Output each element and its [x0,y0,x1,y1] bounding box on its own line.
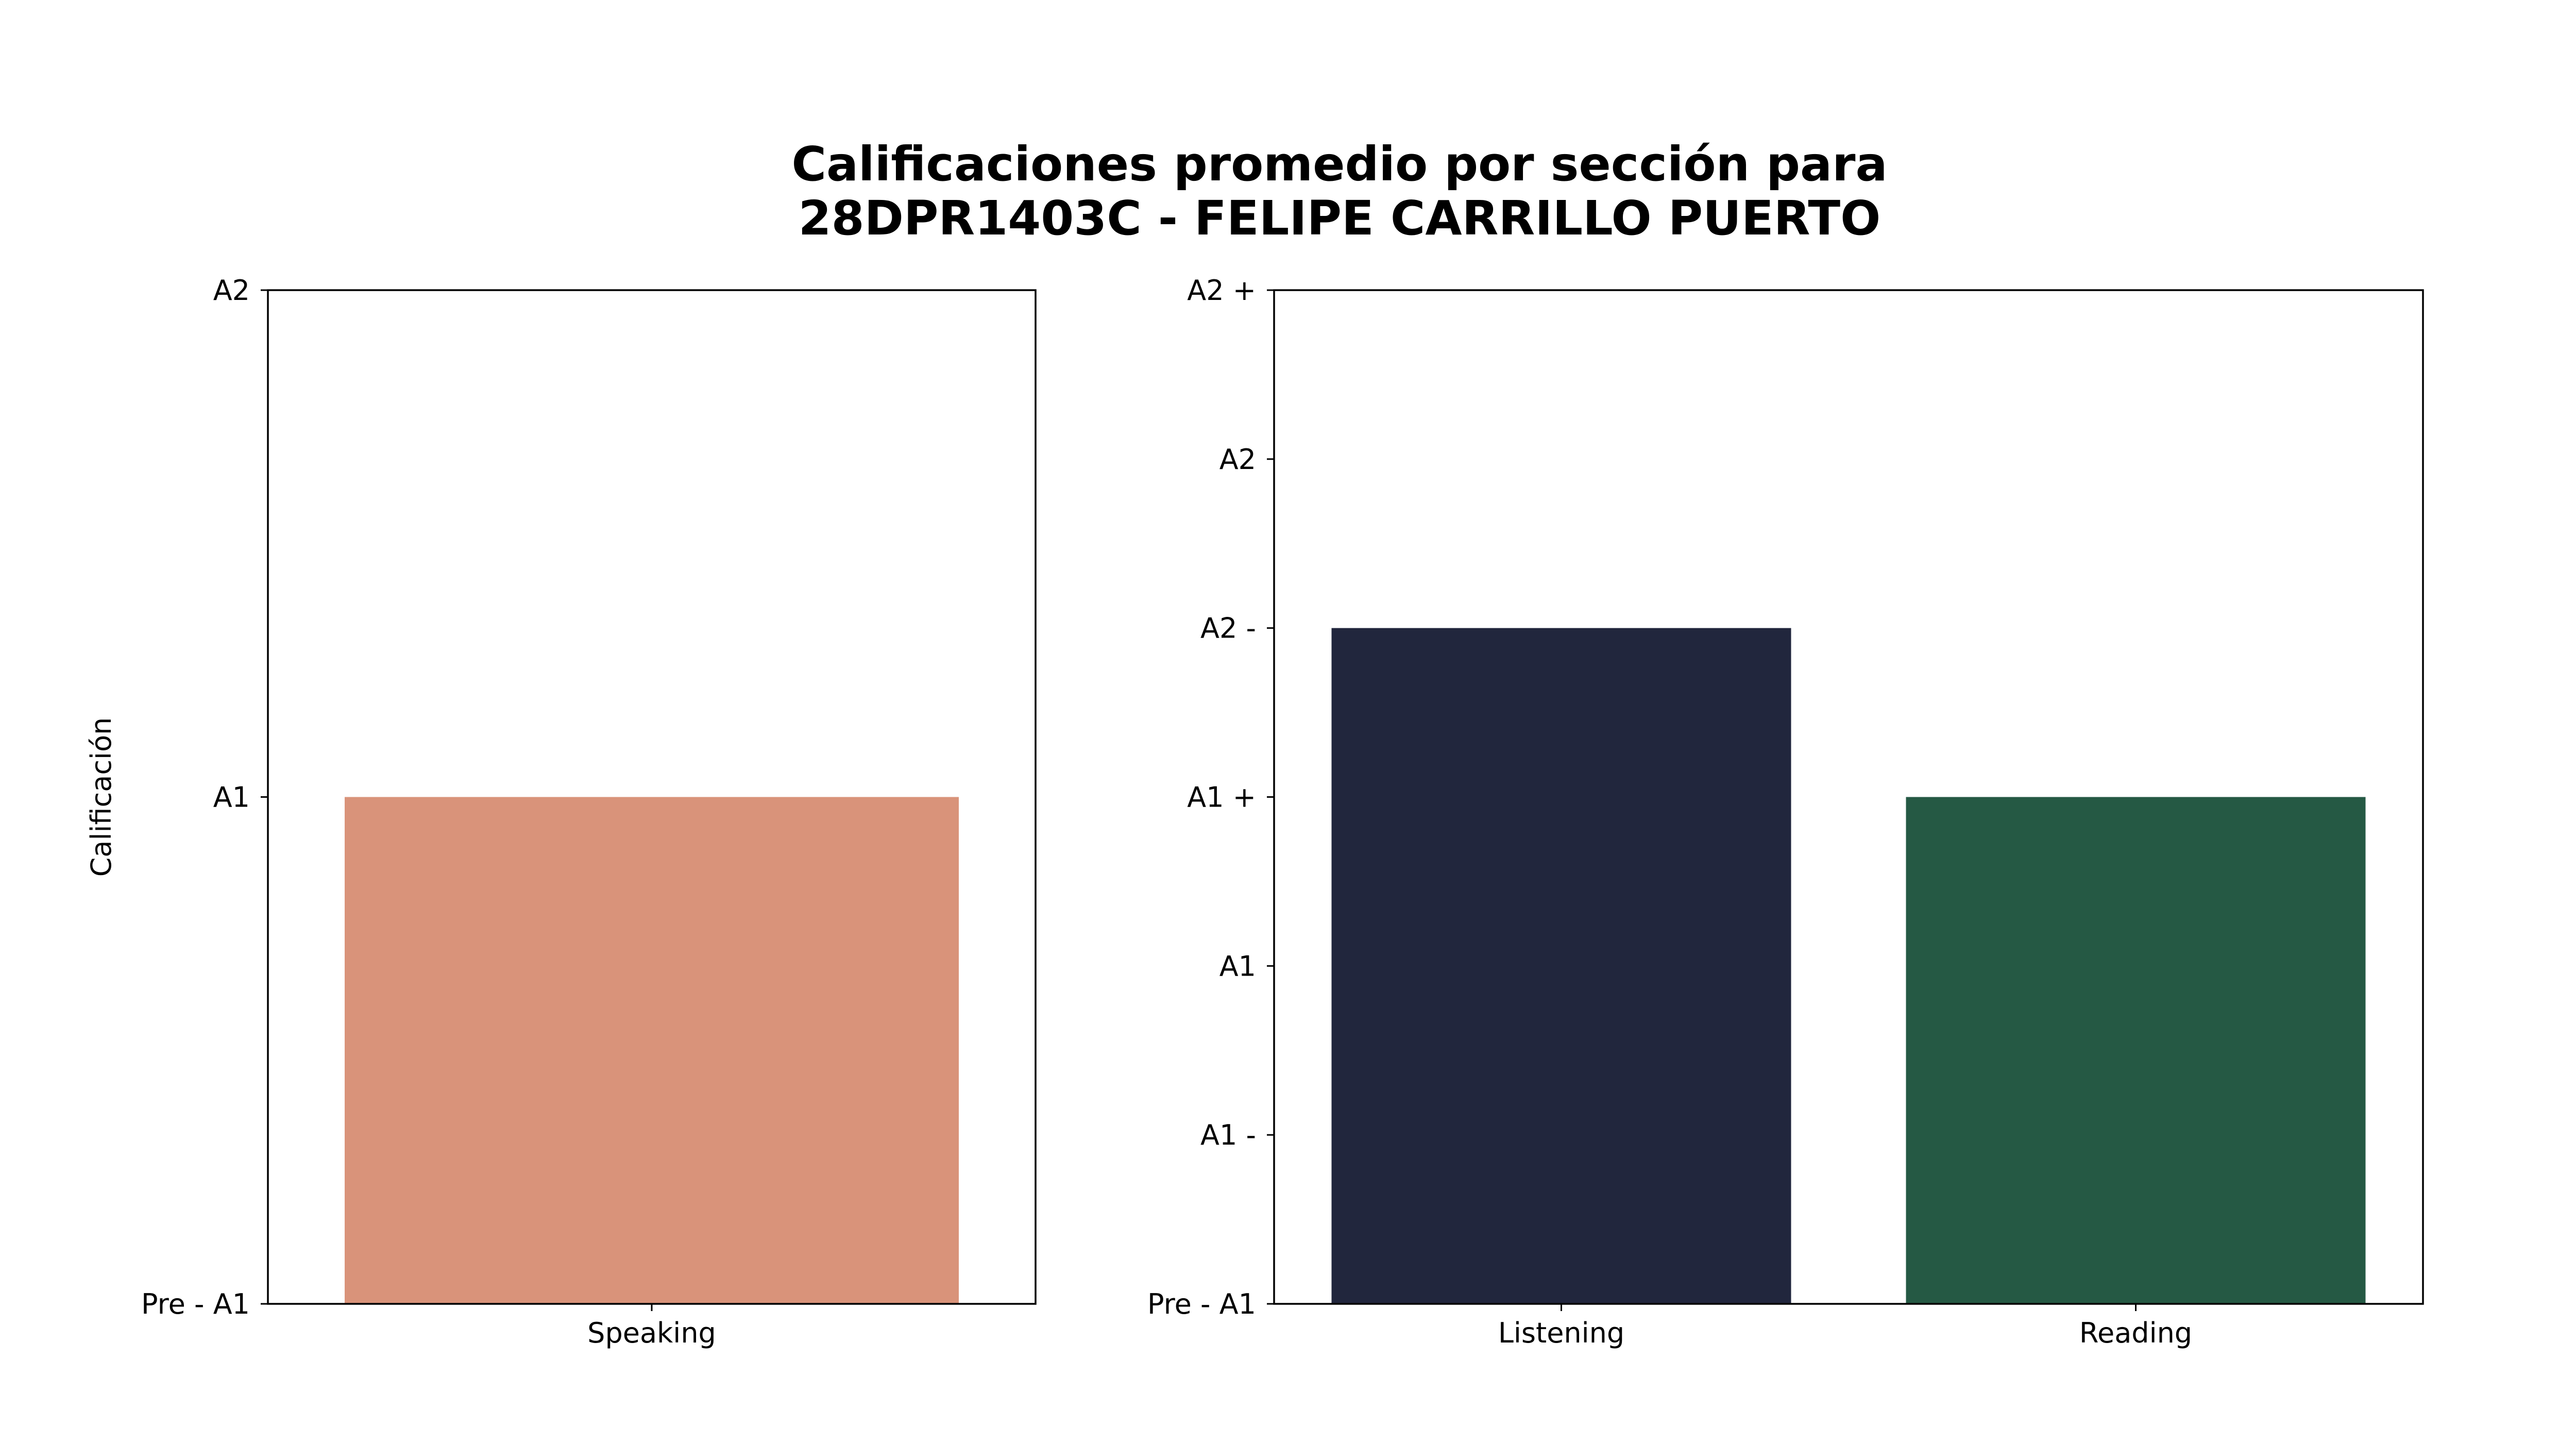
chart-title-line-1: Calificaciones promedio por sección para [791,137,1887,192]
x-tick-label: Listening [1498,1317,1624,1349]
x-tick-label: Reading [2079,1317,2192,1349]
y-tick-label: A1 + [1187,781,1256,814]
y-tick-label: Pre - A1 [1147,1288,1256,1320]
axes-frame [1273,289,2424,1305]
y-tick-label: A1 [1219,950,1256,982]
y-tick-label: A2 [213,274,250,307]
x-tick-label: Speaking [587,1317,716,1349]
bar-reading [1906,797,2366,1304]
chart-title-line-2: 28DPR1403C - FELIPE CARRILLO PUERTO [799,191,1881,246]
y-tick-label: A2 - [1200,612,1256,645]
bar-speaking [345,797,959,1304]
y-tick-label: A1 [213,781,250,814]
listening-reading-panel: Listening Reading Pre - A1 A1 - A1 A1 + A2 - A2… [1147,274,2424,1349]
y-tick-label: A2 [1219,443,1256,476]
y-tick-label: A2 + [1187,274,1256,307]
y-tick-label: A1 - [1200,1119,1256,1151]
bar-listening [1331,628,1791,1304]
y-axis-label: Calificación [85,717,117,877]
axes-frame [267,289,1037,1305]
speaking-panel: Speaking Pre - A1 A1 A2 Calificación [85,274,1037,1349]
y-tick-label: Pre - A1 [141,1288,250,1320]
